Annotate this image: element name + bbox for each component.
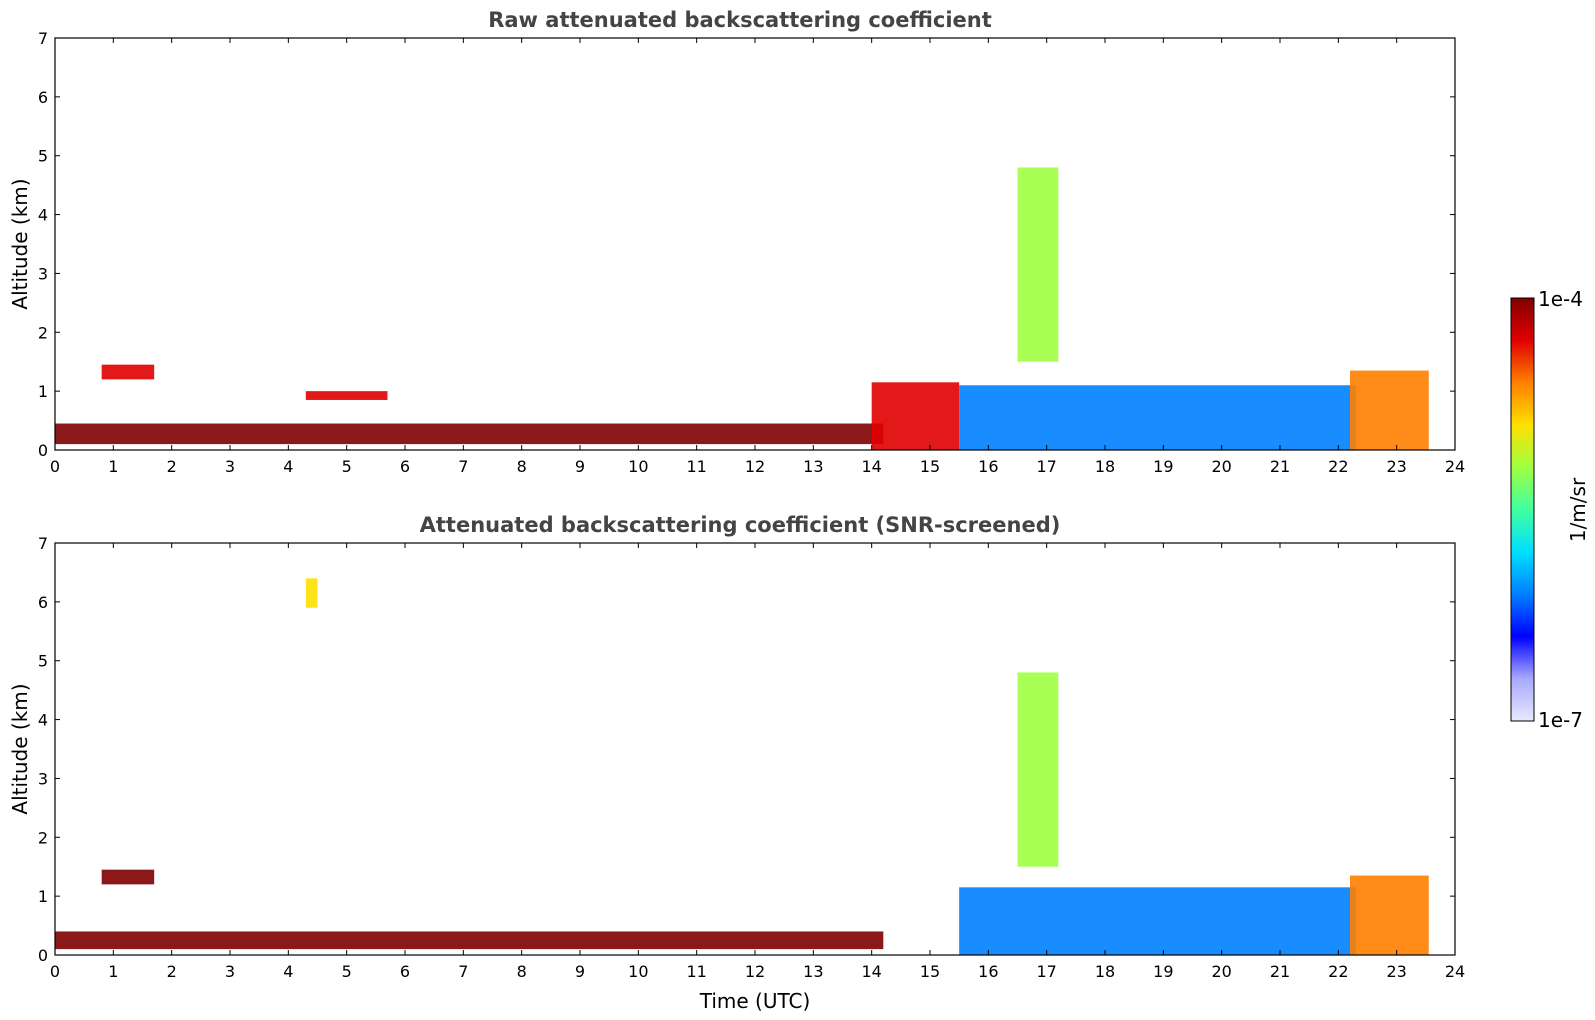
x-tick-label: 11 (686, 457, 706, 476)
panel1-ylabel: Altitude (km) (8, 178, 32, 309)
x-tick-label: 22 (1328, 962, 1348, 981)
y-tick-label: 1 (38, 887, 48, 906)
x-tick-label: 23 (1386, 457, 1406, 476)
y-tick-label: 0 (38, 441, 48, 460)
x-tick-label: 20 (1211, 962, 1231, 981)
heatmap-feature-3 (305, 578, 318, 608)
x-tick-label: 16 (978, 962, 998, 981)
x-tick-label: 19 (1153, 457, 1173, 476)
x-tick-label: 5 (342, 962, 352, 981)
heatmap-feature-6 (1350, 875, 1429, 955)
x-tick-label: 9 (575, 962, 585, 981)
heatmap-feature-4 (1017, 672, 1059, 867)
y-tick-label: 4 (38, 711, 48, 730)
x-tick-label: 1 (108, 962, 118, 981)
x-tick-label: 10 (628, 962, 648, 981)
heatmap-feature-2 (101, 869, 155, 885)
x-tick-label: 13 (803, 457, 823, 476)
heatmap-feature-2 (101, 364, 155, 380)
x-tick-label: 4 (283, 962, 293, 981)
panel2-title: Attenuated backscattering coefficient (S… (420, 513, 1061, 537)
x-tick-label: 19 (1153, 962, 1173, 981)
x-tick-label: 9 (575, 457, 585, 476)
y-tick-label: 6 (38, 88, 48, 107)
x-tick-label: 7 (458, 962, 468, 981)
panel2-heatmap (55, 578, 1429, 955)
x-tick-label: 14 (861, 457, 881, 476)
x-tick-label: 18 (1095, 962, 1115, 981)
x-tick-label: 22 (1328, 457, 1348, 476)
x-tick-label: 18 (1095, 457, 1115, 476)
colorbar-min-label: 1e-7 (1538, 708, 1583, 732)
y-tick-label: 4 (38, 206, 48, 225)
x-tick-label: 0 (50, 962, 60, 981)
y-tick-label: 7 (38, 29, 48, 48)
y-tick-label: 5 (38, 147, 48, 166)
y-tick-label: 3 (38, 264, 48, 283)
x-tick-label: 13 (803, 962, 823, 981)
x-tick-label: 5 (342, 457, 352, 476)
heatmap-feature-5 (1017, 167, 1059, 362)
y-tick-label: 2 (38, 323, 48, 342)
panel2-ticks: 0 1 2 3 4 5 6 7 8 9 10 11 12 13 14 15 16 17 18 19 20 21 22 23 24… (38, 534, 1465, 981)
x-tick-label: 2 (167, 457, 177, 476)
x-tick-label: 20 (1211, 457, 1231, 476)
heatmap-feature-3 (305, 391, 388, 400)
y-tick-label: 1 (38, 382, 48, 401)
x-axis-label: Time (UTC) (699, 989, 811, 1013)
heatmap-feature-1 (55, 423, 884, 445)
y-tick-label: 3 (38, 769, 48, 788)
x-tick-label: 23 (1386, 962, 1406, 981)
colorbar-unit-label: 1/m/sr (1566, 477, 1590, 542)
x-tick-label: 10 (628, 457, 648, 476)
panel2-ylabel: Altitude (km) (8, 683, 32, 814)
x-tick-label: 14 (861, 962, 881, 981)
x-tick-label: 1 (108, 457, 118, 476)
x-tick-label: 6 (400, 457, 410, 476)
x-tick-label: 21 (1270, 457, 1290, 476)
x-tick-label: 3 (225, 962, 235, 981)
heatmap-feature-6 (959, 385, 1356, 450)
x-tick-label: 11 (686, 962, 706, 981)
colorbar (1510, 297, 1535, 722)
x-tick-label: 8 (517, 457, 527, 476)
panel1-title: Raw attenuated backscattering coefficien… (488, 8, 992, 32)
x-tick-label: 6 (400, 962, 410, 981)
x-tick-label: 2 (167, 962, 177, 981)
x-tick-label: 0 (50, 457, 60, 476)
x-tick-label: 3 (225, 457, 235, 476)
x-tick-label: 16 (978, 457, 998, 476)
x-tick-label: 15 (920, 962, 940, 981)
y-tick-label: 7 (38, 534, 48, 553)
colorbar-max-label: 1e-4 (1538, 287, 1583, 311)
x-tick-label: 24 (1445, 962, 1465, 981)
x-tick-label: 4 (283, 457, 293, 476)
heatmap-feature-1 (55, 931, 884, 950)
x-tick-label: 15 (920, 457, 940, 476)
x-tick-label: 8 (517, 962, 527, 981)
heatmap-feature-7 (1350, 370, 1429, 450)
x-tick-label: 24 (1445, 457, 1465, 476)
x-tick-label: 7 (458, 457, 468, 476)
x-tick-label: 21 (1270, 962, 1290, 981)
x-tick-label: 12 (745, 962, 765, 981)
x-tick-label: 17 (1036, 457, 1056, 476)
panel1-ticks: 0 1 2 3 4 5 6 7 8 9 10 11 12 13 14 15 16 17 18 19 20 21 22 23 24… (38, 29, 1465, 476)
heatmap-feature-5 (959, 887, 1356, 955)
x-tick-label: 17 (1036, 962, 1056, 981)
y-tick-label: 2 (38, 828, 48, 847)
y-tick-label: 6 (38, 593, 48, 612)
y-tick-label: 0 (38, 946, 48, 965)
y-tick-label: 5 (38, 652, 48, 671)
panel1-heatmap (55, 167, 1429, 450)
heatmap-feature-4 (871, 382, 960, 450)
x-tick-label: 12 (745, 457, 765, 476)
